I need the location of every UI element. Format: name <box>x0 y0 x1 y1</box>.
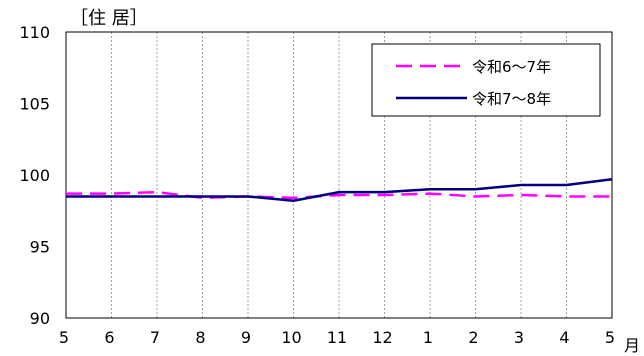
y-tick-label: 105 <box>19 95 50 114</box>
legend: 令和6～7年 令和7～8年 <box>371 43 601 117</box>
x-tick-label: 1 <box>423 328 433 347</box>
x-tick-label: 11 <box>327 328 347 347</box>
series-line-2 <box>66 178 613 202</box>
x-tick-label: 5 <box>59 328 69 347</box>
series-line-1 <box>66 190 612 200</box>
x-axis-unit: 月 <box>624 336 640 355</box>
y-axis-ticks: 90 95 100 105 110 <box>19 23 50 328</box>
x-tick-label: 4 <box>559 328 569 347</box>
y-tick-label: 100 <box>19 166 50 185</box>
series-lines <box>66 178 613 202</box>
legend-label-series-1: 令和6～7年 <box>472 58 551 76</box>
x-tick-label: 10 <box>281 328 301 347</box>
legend-label-series-2: 令和7～8年 <box>472 90 551 108</box>
x-tick-label: 7 <box>150 328 160 347</box>
y-tick-label: 95 <box>30 238 50 257</box>
y-tick-label: 90 <box>30 309 50 328</box>
x-tick-label: 5 <box>605 328 615 347</box>
x-tick-label: 3 <box>514 328 524 347</box>
x-tick-label: 6 <box>104 328 114 347</box>
legend-box <box>371 43 601 117</box>
x-tick-label: 12 <box>372 328 392 347</box>
plot-area <box>65 31 613 319</box>
x-tick-label: 8 <box>195 328 205 347</box>
chart-title: ［住 居］ <box>70 8 148 29</box>
x-axis-ticks: 5 6 7 8 9 10 11 12 1 2 3 4 5 <box>59 328 615 347</box>
x-tick-label: 2 <box>468 328 478 347</box>
y-tick-label: 110 <box>19 23 50 42</box>
x-tick-label: 9 <box>241 328 251 347</box>
